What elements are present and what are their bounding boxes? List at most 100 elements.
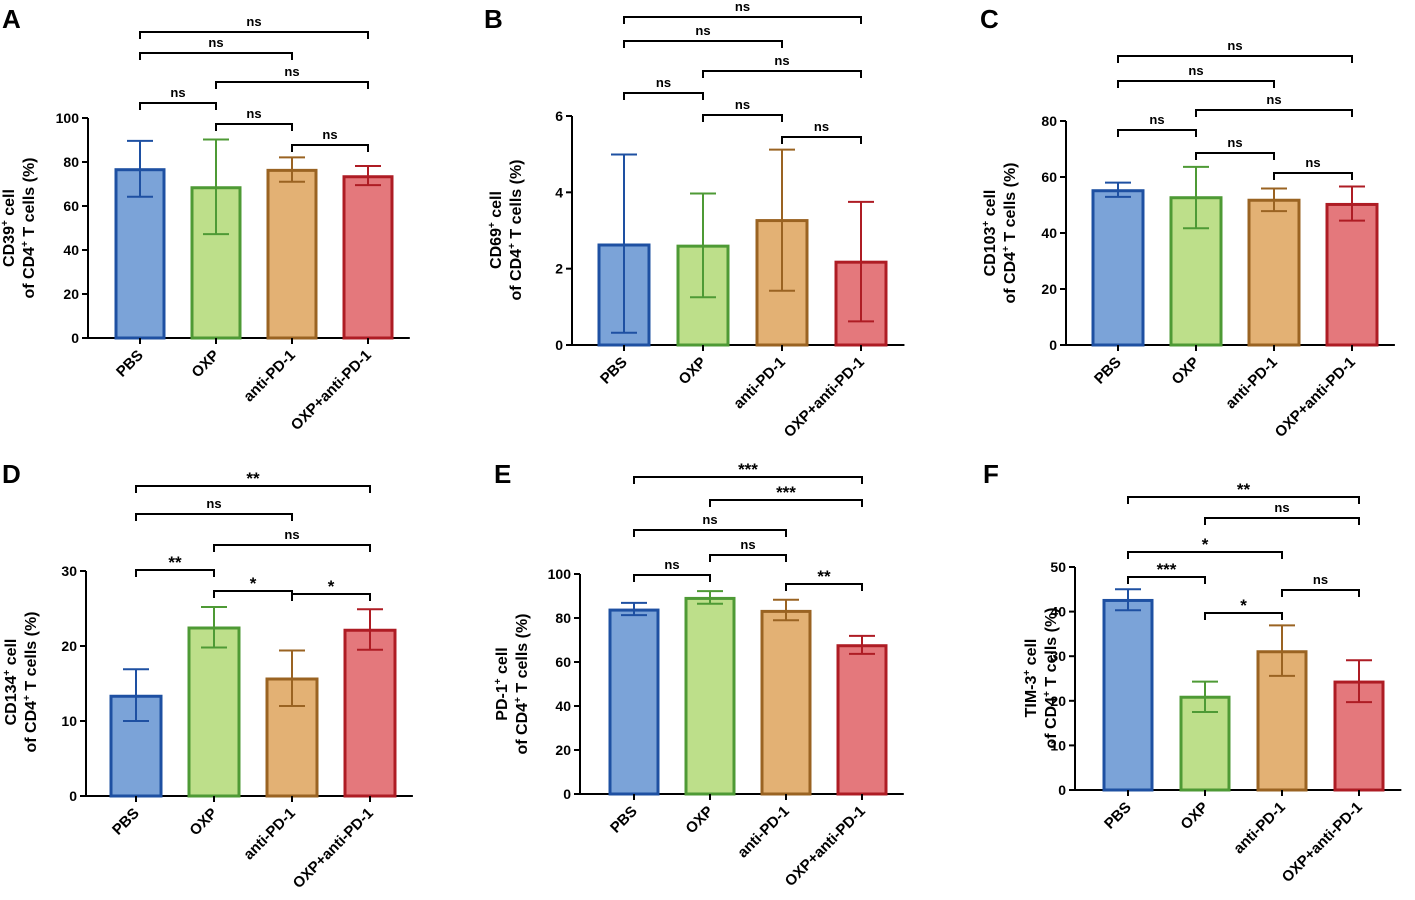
- significance-label: ns: [1188, 63, 1203, 78]
- bar-3: [760, 609, 812, 796]
- y-axis-label: CD103+ cellof CD4+ T cells (%): [981, 163, 1019, 304]
- y-tick-label: 0: [563, 786, 571, 802]
- significance-label: ns: [656, 75, 671, 90]
- y-axis-label-part: cell: [494, 647, 511, 678]
- category-label: OXP: [682, 803, 716, 837]
- significance-bracket: [709, 554, 787, 562]
- y-axis-label-part: +: [487, 222, 498, 228]
- significance-label: ns: [1274, 500, 1289, 515]
- category-label: PBS: [109, 805, 143, 839]
- significance-bracket: [1127, 551, 1283, 559]
- y-axis-label-part: T cells (%): [514, 614, 531, 698]
- y-tick-label: 0: [1058, 782, 1066, 798]
- y-axis-label-part: T cells (%): [1002, 163, 1019, 247]
- y-axis-label-part: of CD4: [1002, 252, 1019, 304]
- y-tick-label: 80: [63, 154, 79, 170]
- y-tick-label: 30: [61, 563, 77, 579]
- significance-bracket: [215, 123, 293, 131]
- y-tick-label: 100: [548, 566, 572, 582]
- y-tick-label: 4: [555, 184, 563, 200]
- bar-1: [608, 608, 660, 796]
- significance-label: ***: [1157, 560, 1177, 579]
- significance-bracket: [1127, 496, 1360, 504]
- y-tick-label: 20: [61, 638, 77, 654]
- significance-bracket: [633, 476, 863, 484]
- y-axis-label-part: +: [20, 241, 31, 247]
- significance-bracket: [785, 583, 863, 591]
- significance-label: **: [246, 469, 260, 488]
- category-label: anti-PD-1: [240, 805, 299, 864]
- panel-letter: F: [983, 459, 999, 489]
- y-axis-label-part: +: [0, 220, 11, 226]
- y-tick-label: 20: [63, 286, 79, 302]
- significance-bracket: [623, 92, 704, 100]
- category-label: anti-PD-1: [730, 354, 789, 413]
- significance-label: ns: [208, 35, 223, 50]
- y-axis-label-part: CD39: [1, 226, 18, 267]
- y-tick-label: 60: [63, 198, 79, 214]
- y-axis-label-part: CD69: [488, 228, 505, 269]
- y-tick-label: 0: [69, 788, 77, 804]
- significance-label: ns: [246, 14, 261, 29]
- y-axis-label-part: +: [1022, 670, 1033, 676]
- significance-label: ns: [664, 557, 679, 572]
- y-tick-label: 100: [56, 110, 80, 126]
- significance-label: ns: [1266, 92, 1281, 107]
- category-label: OXP+anti-PD-1: [782, 803, 869, 890]
- significance-label: ns: [740, 537, 755, 552]
- significance-label: ns: [1227, 135, 1242, 150]
- panel-letter: C: [980, 4, 999, 34]
- significance-bracket: [291, 144, 369, 152]
- y-tick-label: 2: [555, 261, 563, 277]
- panel-letter: E: [494, 459, 511, 489]
- y-axis-label-part: of CD4: [514, 703, 531, 755]
- significance-bracket: [1204, 612, 1283, 620]
- bar-4: [1325, 202, 1379, 347]
- y-axis-label-part: T cells (%): [21, 158, 38, 242]
- y-axis-label: CD134+ cellof CD4+ T cells (%): [2, 612, 40, 753]
- y-axis-label-part: +: [22, 695, 33, 701]
- bar-3: [266, 168, 318, 340]
- category-label: OXP+anti-PD-1: [781, 354, 868, 441]
- y-axis-label-part: T cells (%): [508, 160, 525, 244]
- significance-bracket: [709, 499, 863, 507]
- y-axis-label-part: T cells (%): [1043, 608, 1060, 692]
- significance-label: ns: [284, 64, 299, 79]
- significance-label: ns: [1313, 572, 1328, 587]
- y-tick-label: 60: [1041, 169, 1057, 185]
- y-axis-label: CD69+ cellof CD4+ T cells (%): [487, 160, 525, 301]
- category-label: PBS: [1101, 799, 1135, 833]
- significance-bracket: [1195, 152, 1275, 160]
- y-tick-label: 30: [1050, 648, 1066, 664]
- significance-bracket: [1195, 109, 1353, 117]
- category-label: anti-PD-1: [734, 803, 793, 862]
- y-tick-label: 10: [1050, 737, 1066, 753]
- category-label: OXP+anti-PD-1: [290, 805, 377, 892]
- y-axis-label-part: of CD4: [23, 701, 40, 753]
- bar-4: [836, 644, 888, 796]
- significance-bracket: [633, 529, 787, 537]
- significance-bracket: [139, 52, 293, 60]
- significance-label: ns: [735, 0, 750, 14]
- y-axis-label-part: cell: [1023, 639, 1040, 670]
- y-axis-label: TIM-3+ cellof CD4+ T cells (%): [1022, 608, 1060, 749]
- y-tick-label: 0: [555, 337, 563, 353]
- significance-bracket: [1281, 589, 1360, 597]
- category-label: PBS: [1091, 354, 1125, 388]
- significance-label: **: [168, 553, 182, 572]
- category-label: anti-PD-1: [1222, 354, 1281, 413]
- y-axis-label-part: PD-1: [494, 684, 511, 721]
- significance-label: *: [1202, 535, 1209, 554]
- significance-bracket: [781, 136, 862, 144]
- category-label: OXP: [186, 805, 220, 839]
- bar-3: [1247, 198, 1301, 347]
- y-tick-label: 0: [71, 330, 79, 346]
- significance-label: ns: [695, 23, 710, 38]
- significance-label: ns: [284, 527, 299, 542]
- category-label: PBS: [597, 354, 631, 388]
- y-axis-label-part: TIM-3: [1023, 676, 1040, 718]
- y-tick-label: 10: [61, 713, 77, 729]
